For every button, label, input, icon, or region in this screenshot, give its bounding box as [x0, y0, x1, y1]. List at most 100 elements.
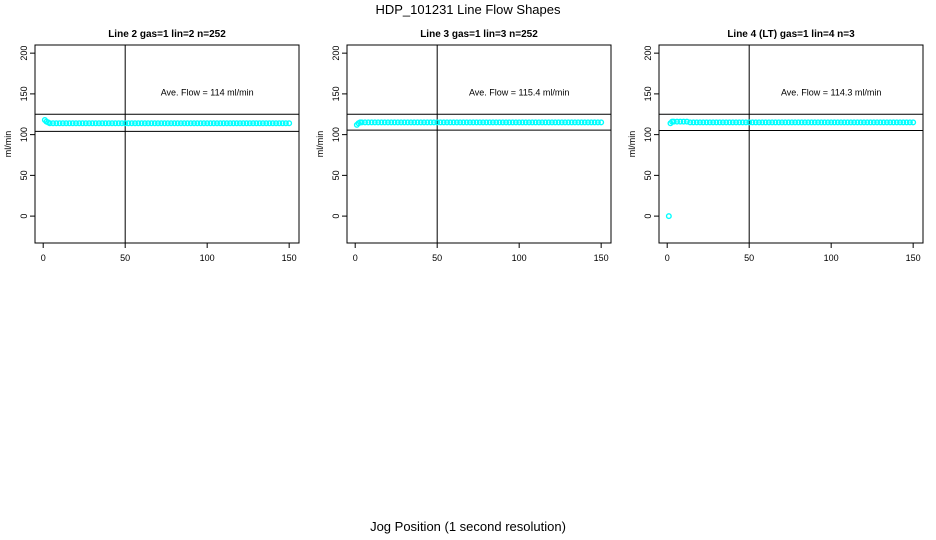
data-point — [404, 119, 411, 126]
data-point — [259, 120, 266, 127]
data-point — [50, 120, 57, 127]
x-tick-label: 0 — [41, 253, 46, 263]
data-point — [801, 119, 808, 126]
x-tick-label: 0 — [353, 253, 358, 263]
data-point — [759, 119, 766, 126]
avg-flow-annotation: Ave. Flow = 114 ml/min — [161, 88, 254, 98]
data-point — [733, 119, 740, 126]
data-point — [795, 119, 802, 126]
data-point — [680, 118, 687, 125]
data-point — [887, 119, 894, 126]
data-point — [585, 119, 592, 126]
data-point — [683, 118, 690, 125]
data-point — [874, 119, 881, 126]
data-point — [66, 120, 73, 127]
x-tick-label: 50 — [432, 253, 442, 263]
data-point — [220, 120, 227, 127]
data-point — [860, 119, 867, 126]
data-point — [480, 119, 487, 126]
data-point — [811, 119, 818, 126]
data-point — [135, 120, 142, 127]
data-point — [749, 119, 756, 126]
data-point — [460, 119, 467, 126]
data-point — [503, 119, 510, 126]
x-tick-label: 0 — [665, 253, 670, 263]
y-tick-label: 100 — [19, 127, 29, 142]
data-point — [253, 120, 260, 127]
data-point — [115, 120, 122, 127]
data-point — [246, 120, 253, 127]
data-point — [102, 120, 109, 127]
data-point — [154, 120, 161, 127]
data-point — [739, 119, 746, 126]
data-point — [824, 119, 831, 126]
data-point — [430, 119, 437, 126]
data-point — [529, 119, 536, 126]
data-point — [256, 120, 263, 127]
x-tick-label: 50 — [744, 253, 754, 263]
data-point — [772, 119, 779, 126]
data-point — [575, 119, 582, 126]
data-point — [690, 119, 697, 126]
data-point — [736, 119, 743, 126]
data-point — [867, 119, 874, 126]
data-point — [394, 119, 401, 126]
data-point — [857, 119, 864, 126]
data-point — [552, 119, 559, 126]
x-tick-label: 150 — [282, 253, 297, 263]
data-point — [95, 120, 102, 127]
data-point — [798, 119, 805, 126]
data-point — [378, 119, 385, 126]
data-point — [457, 119, 464, 126]
y-tick-label: 0 — [19, 214, 29, 219]
data-point — [900, 119, 907, 126]
data-point — [411, 119, 418, 126]
data-point — [726, 119, 733, 126]
data-point — [240, 120, 247, 127]
data-point — [158, 120, 165, 127]
data-point — [571, 119, 578, 126]
data-point — [230, 120, 237, 127]
data-point — [588, 119, 595, 126]
data-point — [522, 119, 529, 126]
data-point — [128, 120, 135, 127]
panel-title: Line 2 gas=1 lin=2 n=252 — [108, 29, 226, 40]
data-point — [752, 119, 759, 126]
data-point — [703, 119, 710, 126]
data-point — [358, 119, 365, 126]
data-point — [148, 120, 155, 127]
data-point — [56, 120, 63, 127]
data-point — [483, 119, 490, 126]
data-point — [368, 119, 375, 126]
data-point — [710, 119, 717, 126]
data-point — [486, 119, 493, 126]
data-point — [266, 120, 273, 127]
data-point — [545, 119, 552, 126]
data-point — [756, 119, 763, 126]
data-point — [719, 119, 726, 126]
data-point — [197, 120, 204, 127]
data-point — [910, 119, 917, 126]
data-point — [693, 119, 700, 126]
data-point — [282, 120, 289, 127]
data-point — [765, 119, 772, 126]
data-point — [89, 120, 96, 127]
data-point — [496, 119, 503, 126]
data-point — [670, 118, 677, 125]
data-point — [598, 119, 605, 126]
y-tick-label: 100 — [331, 127, 341, 142]
data-point — [125, 120, 132, 127]
data-point — [276, 120, 283, 127]
avg-flow-annotation: Ave. Flow = 115.4 ml/min — [469, 88, 569, 98]
data-point — [210, 120, 217, 127]
y-axis-label: ml/min — [3, 131, 13, 158]
data-point — [99, 120, 106, 127]
data-point — [851, 119, 858, 126]
data-point — [86, 120, 93, 127]
data-point — [568, 119, 575, 126]
data-point — [565, 119, 572, 126]
figure-title: HDP_101231 Line Flow Shapes — [375, 2, 561, 17]
y-tick-label: 200 — [19, 46, 29, 61]
data-point — [854, 119, 861, 126]
data-point — [903, 119, 910, 126]
